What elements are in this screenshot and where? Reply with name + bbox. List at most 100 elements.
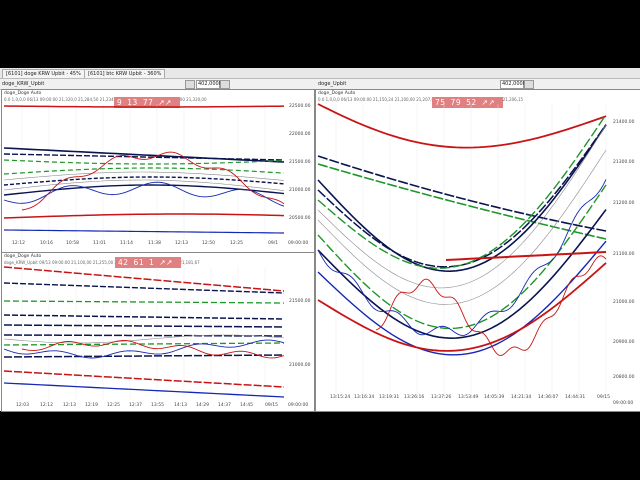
y-tick: 21000.00 [613, 300, 635, 305]
x-tick: 11:38 [148, 241, 161, 246]
panel-title: doge_Doge Auto [318, 91, 356, 96]
band-line [317, 124, 607, 272]
upper-band-line [317, 103, 607, 149]
x-tick: 10:58 [66, 241, 79, 246]
y-tick: 21100.00 [613, 252, 635, 257]
badge-value: 77 [142, 98, 154, 107]
panel-title: doge_Doge Auto [4, 91, 42, 96]
panel-info-line: 0.0 1,0,0,0 06/13 09:00:00 21,320,0 21,2… [4, 97, 207, 102]
trend-arrows-icon: ↗↗ [159, 258, 173, 267]
x-tick: 14:44:31 [565, 395, 586, 400]
band-line [3, 167, 285, 175]
band-line [3, 153, 285, 161]
trend-arrows-icon: ↗↗ [481, 98, 496, 107]
signal-badge: 75 79 52 ↗↗ [432, 97, 504, 108]
badge-value: 61 [133, 258, 145, 267]
band-line [3, 314, 285, 320]
x-tick: 12:25 [230, 241, 243, 246]
x-tick: 11:01 [93, 241, 106, 246]
x-tick: 13:15:24 [330, 395, 351, 400]
upper-band-line [3, 266, 285, 292]
signal-line [21, 339, 285, 359]
chart-panel-top-left[interactable]: doge_Doge Auto 0.0 1,0,0,0 06/13 09:00:0… [1, 89, 315, 253]
x-tick: 12:13 [63, 403, 76, 408]
x-tick: 12:25 [107, 403, 120, 408]
left-symbol-label[interactable]: doge_KRW_Upbit [2, 81, 45, 87]
right-value-field[interactable]: 402,0000 [500, 80, 526, 89]
band-line [317, 124, 607, 268]
x-tick: 12:03 [16, 403, 29, 408]
band-line [317, 240, 607, 356]
band-line [317, 149, 607, 305]
x-tick: 14:13 [174, 403, 187, 408]
dropdown-button[interactable] [185, 80, 195, 89]
x-tick: 14:05:39 [484, 395, 505, 400]
x-tick: 09/1 [268, 241, 279, 246]
x-tick: 13:16:34 [354, 395, 375, 400]
upper-band-line [3, 105, 285, 108]
x-tick: 14:45 [240, 403, 253, 408]
band-line [3, 334, 285, 337]
badge-value: 42 [118, 258, 129, 267]
refresh-button[interactable] [524, 80, 534, 89]
band-line [3, 176, 285, 186]
x-tick: 11:14 [120, 241, 133, 246]
y-tick: 21000.00 [289, 363, 311, 368]
band-line [317, 209, 607, 339]
x-tick: 14:21:34 [511, 395, 532, 400]
band-line [317, 124, 607, 289]
x-tick: 13:53:49 [458, 395, 479, 400]
settings-button[interactable] [220, 80, 230, 89]
x-tick: 12:13 [175, 241, 188, 246]
price-line [3, 339, 285, 359]
band-line [317, 114, 607, 269]
x-tick: 13:55 [151, 403, 164, 408]
price-chart [3, 266, 285, 399]
y-tick: 21400.00 [613, 120, 635, 125]
panel-info-line: doge_KRW_Upbit 09/13 09:00:00 21,100,00 … [4, 260, 200, 265]
trend-line [445, 251, 607, 261]
corner-time: 09:00:00 [613, 401, 634, 406]
band-line [3, 324, 285, 328]
signal-badge: 9 13 77 ↗↗ [114, 97, 180, 108]
y-tick: 21500.00 [289, 299, 311, 304]
x-tick: 12:12 [40, 403, 53, 408]
x-tick: 13:19:31 [379, 395, 400, 400]
x-tick: 09/15 [597, 395, 610, 400]
bottom-band-line [3, 382, 285, 398]
panel-title: doge_Doge Auto [4, 254, 42, 259]
x-tick: 10:16 [40, 241, 53, 246]
badge-value: 13 [127, 98, 138, 107]
x-tick: 13:26:16 [404, 395, 425, 400]
x-tick: 12:19 [85, 403, 98, 408]
chart-panel-right[interactable]: doge_Doge Auto 0.0 1,0,0,0 06/13 09:00:0… [315, 89, 640, 412]
x-tick: 14:37 [218, 403, 231, 408]
badge-value: 52 [466, 98, 477, 107]
right-symbol-label[interactable]: doge_Upbit [318, 81, 347, 87]
corner-time: 09:00:00 [288, 403, 309, 408]
tab-doge[interactable]: [6101] doge KRW Upbit - 45% [2, 69, 85, 78]
y-tick: 22500.00 [289, 104, 311, 109]
signal-line [375, 255, 607, 357]
band-line [3, 354, 285, 358]
y-tick: 21500.00 [289, 160, 311, 165]
band-line [317, 163, 607, 240]
tab-btc[interactable]: [6101] btc KRW Upbit - 360% [84, 69, 166, 78]
lower-band-line [3, 370, 285, 388]
badge-value: 75 [435, 98, 446, 107]
x-tick: 14:29 [196, 403, 209, 408]
y-tick: 22000.00 [289, 132, 311, 137]
signal-line [21, 151, 285, 211]
price-line [317, 179, 607, 336]
badge-value: 79 [450, 98, 462, 107]
left-value-field[interactable]: 402,0000 [196, 80, 222, 89]
band-line [3, 342, 285, 346]
chart-panel-bottom-left[interactable]: doge_Doge Auto doge_KRW_Upbit 09/13 09:0… [1, 252, 315, 412]
band-line [3, 159, 285, 165]
y-tick: 20900.00 [613, 340, 635, 345]
x-tick: 14:36:07 [538, 395, 559, 400]
x-tick: 12:12 [12, 241, 25, 246]
y-tick: 21000.00 [289, 188, 311, 193]
panel-info-line: 0.0 1,0,0,0 06/13 09:00:00 21,150,24 21,… [318, 97, 524, 102]
y-tick: 20800.00 [613, 375, 635, 380]
